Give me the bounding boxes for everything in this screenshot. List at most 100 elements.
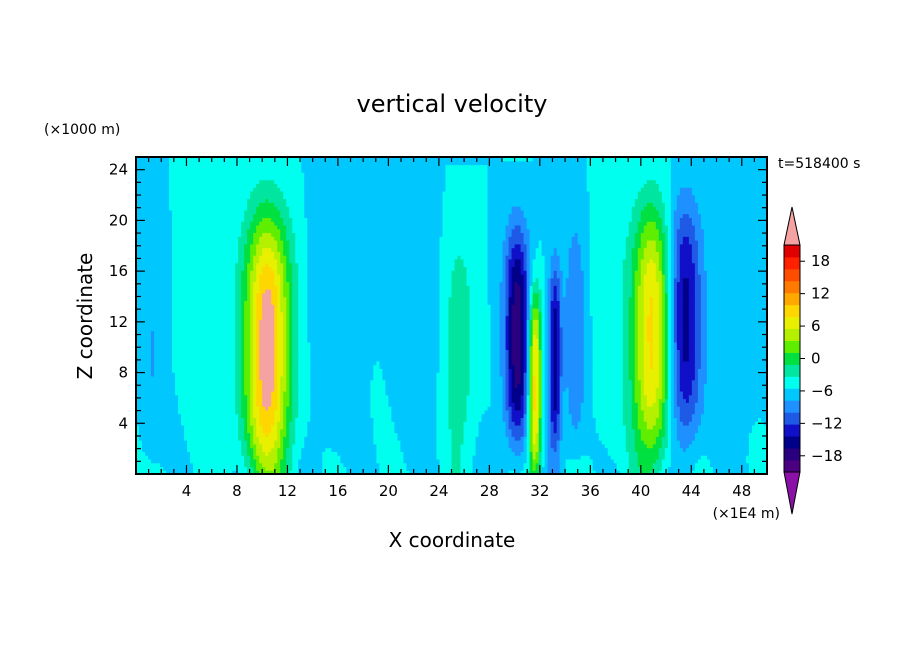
field-cell xyxy=(253,187,257,192)
field-cell xyxy=(238,228,242,234)
field-cell xyxy=(289,262,293,268)
field-cell xyxy=(256,160,260,166)
field-cell xyxy=(286,375,290,381)
field-cell xyxy=(175,402,179,407)
field-cell xyxy=(250,228,254,234)
field-cell xyxy=(157,221,161,226)
field-cell xyxy=(148,364,152,369)
field-cell xyxy=(250,368,254,373)
field-cell xyxy=(196,390,200,396)
field-cell xyxy=(157,466,161,471)
field-cell xyxy=(277,277,281,283)
field-cell xyxy=(226,202,230,207)
field-cell xyxy=(163,390,167,396)
field-cell xyxy=(217,202,221,207)
field-cell xyxy=(193,406,197,411)
field-cell xyxy=(151,198,155,203)
field-cell xyxy=(172,402,176,407)
field-cell xyxy=(154,160,158,166)
field-cell xyxy=(289,360,293,366)
field-cell xyxy=(289,209,293,215)
field-cell xyxy=(235,258,239,264)
field-cell xyxy=(310,387,314,392)
field-cell xyxy=(211,323,215,328)
field-cell xyxy=(253,432,257,437)
field-cell xyxy=(223,368,227,373)
field-cell xyxy=(277,368,281,373)
field-cell xyxy=(238,387,242,392)
field-cell xyxy=(289,289,293,294)
field-cell xyxy=(247,172,251,177)
field-cell xyxy=(154,183,158,188)
field-cell xyxy=(304,281,308,286)
field-cell xyxy=(274,424,278,430)
field-cell xyxy=(286,285,290,290)
field-cell xyxy=(184,421,188,426)
field-cell xyxy=(241,406,245,411)
field-cell xyxy=(214,213,218,218)
field-cell xyxy=(292,172,296,177)
field-cell xyxy=(169,341,173,347)
field-cell xyxy=(253,190,257,196)
field-cell xyxy=(295,183,299,188)
field-cell xyxy=(289,345,293,351)
field-cell xyxy=(289,319,293,324)
field-cell xyxy=(223,172,227,177)
field-cell xyxy=(310,406,314,411)
field-cell xyxy=(295,458,299,464)
field-cell xyxy=(223,387,227,392)
field-cell xyxy=(187,326,191,332)
field-cell xyxy=(241,273,245,279)
field-cell xyxy=(187,345,191,351)
field-cell xyxy=(211,315,215,320)
field-cell xyxy=(145,436,149,441)
field-cell xyxy=(166,228,170,234)
field-cell xyxy=(145,270,149,275)
field-cell xyxy=(277,217,281,222)
field-cell xyxy=(220,311,224,317)
field-cell xyxy=(244,443,248,449)
field-cell xyxy=(196,334,200,339)
field-cell xyxy=(223,364,227,369)
field-cell xyxy=(235,243,239,249)
field-cell xyxy=(229,289,233,294)
field-cell xyxy=(235,390,239,396)
field-cell xyxy=(307,277,311,283)
field-cell xyxy=(187,217,191,222)
field-cell xyxy=(271,428,275,434)
field-cell xyxy=(298,183,302,188)
field-cell xyxy=(223,183,227,188)
field-cell xyxy=(256,255,260,260)
field-cell xyxy=(280,345,284,351)
field-cell xyxy=(214,402,218,407)
field-cell xyxy=(268,281,272,286)
field-cell xyxy=(307,228,311,234)
field-cell xyxy=(175,326,179,332)
field-cell xyxy=(226,236,230,241)
field-cell xyxy=(226,455,230,460)
field-cell xyxy=(145,466,149,471)
field-cell xyxy=(181,326,185,332)
field-cell xyxy=(160,458,164,464)
field-cell xyxy=(226,353,230,358)
field-cell xyxy=(247,175,251,181)
field-cell xyxy=(214,300,218,305)
field-cell xyxy=(175,372,179,377)
field-cell xyxy=(166,243,170,249)
field-cell xyxy=(160,387,164,392)
field-cell xyxy=(190,357,194,362)
field-cell xyxy=(268,368,272,373)
field-cell xyxy=(190,458,194,464)
field-cell xyxy=(298,232,302,237)
field-cell xyxy=(211,236,215,241)
field-cell xyxy=(157,334,161,339)
field-cell xyxy=(142,157,146,162)
field-cell xyxy=(136,353,140,358)
field-cell xyxy=(205,285,209,290)
field-cell xyxy=(265,451,269,456)
field-cell xyxy=(157,390,161,396)
field-cell xyxy=(193,221,197,226)
field-cell xyxy=(205,213,209,218)
field-cell xyxy=(232,243,236,249)
field-cell xyxy=(283,187,287,192)
